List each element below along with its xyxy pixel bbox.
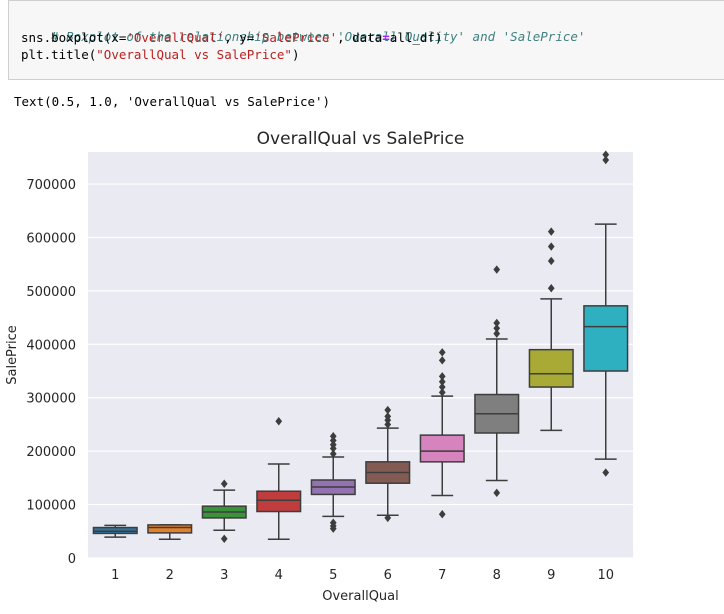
outlier-marker xyxy=(329,440,337,449)
x-tick-label: 2 xyxy=(166,568,174,583)
code-string: 'OverallQual' xyxy=(126,30,225,45)
code-token: ) xyxy=(291,47,300,62)
x-tick-label: 3 xyxy=(220,568,228,583)
outlier-marker xyxy=(438,377,446,386)
y-tick-label: 0 xyxy=(68,552,76,567)
code-line-boxplot: sns.boxplot(x='OverallQual', y='SalePric… xyxy=(21,30,442,46)
y-tick-label: 700000 xyxy=(26,178,76,193)
box-group xyxy=(528,227,574,432)
x-tick-label: 8 xyxy=(493,568,501,583)
chart-title: OverallQual vs SalePrice xyxy=(257,129,465,149)
outlier-marker xyxy=(547,256,555,266)
code-token: , y= xyxy=(224,30,255,45)
box xyxy=(256,490,302,513)
outlier-marker xyxy=(329,449,337,459)
outlier-marker xyxy=(493,324,501,333)
outlier-marker xyxy=(547,284,555,293)
x-tick-labels: 1 2 3 4 5 6 7 8 9 10 xyxy=(111,568,614,583)
outlier-marker xyxy=(438,372,446,381)
box-group xyxy=(419,348,465,519)
x-tick-label: 4 xyxy=(275,568,283,583)
box xyxy=(92,526,138,535)
box-group xyxy=(365,405,411,523)
x-tick-label: 6 xyxy=(384,568,392,583)
box-group xyxy=(92,524,138,538)
y-tick-label: 100000 xyxy=(26,499,76,514)
outlier-marker xyxy=(547,242,555,251)
x-tick-label: 10 xyxy=(597,568,614,583)
outlier-marker xyxy=(438,382,446,392)
code-token: , data xyxy=(337,30,383,45)
y-tick-label: 300000 xyxy=(26,392,76,407)
code-token: sns.boxplot(x= xyxy=(21,30,127,45)
box-group xyxy=(201,479,247,543)
box xyxy=(147,524,193,534)
outlier-marker xyxy=(220,479,228,488)
x-axis-label: OverallQual xyxy=(322,589,399,604)
y-tick-label: 200000 xyxy=(26,445,76,460)
x-tick-label: 9 xyxy=(547,568,555,583)
outlier-marker xyxy=(220,534,228,543)
box-series xyxy=(92,150,629,543)
y-axis-label: SalePrice xyxy=(5,325,20,385)
code-comment: # Boxplot of the relationship between 'O… xyxy=(51,29,586,44)
box xyxy=(528,348,574,388)
outlier-marker xyxy=(384,420,392,429)
x-tick-label: 1 xyxy=(111,568,119,583)
boxplot-figure: 0 100000 200000 300000 400000 500000 600000 700… xyxy=(5,129,633,604)
grid-lines xyxy=(88,183,633,559)
outlier-marker xyxy=(547,227,555,236)
outlier-marker xyxy=(493,265,501,274)
box-group xyxy=(474,265,520,498)
code-string: 'SalePrice' xyxy=(254,30,338,45)
x-tick-label: 7 xyxy=(438,568,446,583)
code-line-title: plt.title("OverallQual vs SalePrice") xyxy=(21,47,299,63)
outlier-marker xyxy=(275,417,283,426)
outlier-marker xyxy=(438,388,446,397)
outlier-marker xyxy=(493,488,501,498)
y-tick-label: 500000 xyxy=(26,285,76,300)
outlier-marker xyxy=(384,405,392,415)
y-tick-label: 400000 xyxy=(26,338,76,353)
box-group xyxy=(583,150,629,477)
code-cell[interactable]: # Boxplot of the relationship between 'O… xyxy=(8,0,724,80)
code-line-comment: # Boxplot of the relationship between 'O… xyxy=(21,13,585,61)
x-tick-label: 5 xyxy=(329,568,337,583)
box xyxy=(583,305,629,372)
box-group xyxy=(147,524,193,541)
box xyxy=(419,434,465,463)
outlier-marker xyxy=(384,412,392,421)
outlier-marker xyxy=(493,318,501,328)
outlier-marker xyxy=(438,356,446,365)
code-string: "OverallQual vs SalePrice" xyxy=(96,47,292,62)
y-tick-label: 600000 xyxy=(26,231,76,246)
code-token: plt.title( xyxy=(21,47,97,62)
outlier-marker xyxy=(384,513,392,523)
outlier-marker xyxy=(493,329,501,338)
outlier-marker xyxy=(329,436,337,445)
output-text: Text(0.5, 1.0, 'OverallQual vs SalePrice… xyxy=(14,94,331,109)
outlier-marker xyxy=(602,155,610,165)
box-group xyxy=(256,417,302,541)
outlier-marker xyxy=(329,432,337,441)
code-operator: = xyxy=(382,30,390,45)
code-token: all_df) xyxy=(389,30,443,45)
y-tick-labels: 0 100000 200000 300000 400000 500000 600000 700… xyxy=(26,178,76,567)
outlier-marker xyxy=(602,468,610,477)
